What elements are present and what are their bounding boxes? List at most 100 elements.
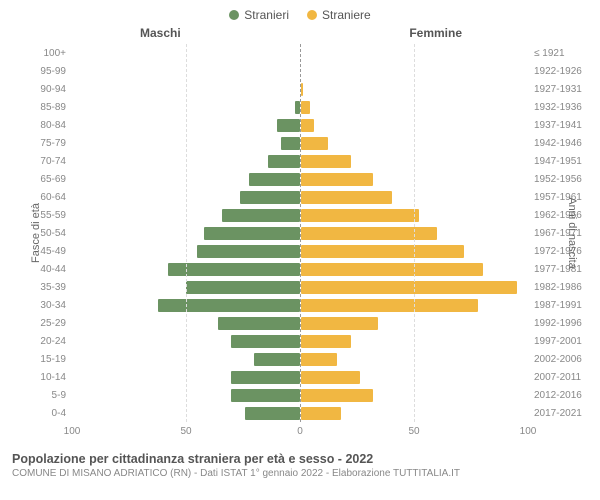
- age-label: 30-34: [10, 300, 66, 311]
- bar-male: [281, 137, 299, 150]
- age-label: 90-94: [10, 84, 66, 95]
- age-label: 25-29: [10, 318, 66, 329]
- bar-female: [301, 173, 374, 186]
- birth-label: 1982-1986: [534, 282, 590, 293]
- age-label: 35-39: [10, 282, 66, 293]
- birth-label: 1927-1931: [534, 84, 590, 95]
- header-males: Maschi: [140, 26, 181, 40]
- birth-label: 1967-1971: [534, 228, 590, 239]
- header-females: Femmine: [409, 26, 462, 40]
- chart: Maschi Femmine Fasce di età Anni di nasc…: [0, 26, 600, 446]
- age-label: 10-14: [10, 372, 66, 383]
- bar-female: [301, 317, 378, 330]
- legend-female-label: Straniere: [322, 8, 371, 22]
- gridline: [414, 44, 415, 422]
- bar-male: [277, 119, 300, 132]
- x-tick: 50: [408, 426, 419, 437]
- birth-label: 1932-1936: [534, 102, 590, 113]
- age-label: 20-24: [10, 336, 66, 347]
- legend-dot-male: [229, 10, 239, 20]
- bar-male: [249, 173, 299, 186]
- birth-label: 1997-2001: [534, 336, 590, 347]
- bar-female: [301, 245, 465, 258]
- birth-label: 2007-2011: [534, 372, 590, 383]
- age-label: 0-4: [10, 408, 66, 419]
- bar-female: [301, 209, 419, 222]
- birth-label: 1952-1956: [534, 174, 590, 185]
- x-tick: 100: [520, 426, 537, 437]
- bar-male: [197, 245, 299, 258]
- age-label: 60-64: [10, 192, 66, 203]
- age-label: 5-9: [10, 390, 66, 401]
- bar-male: [254, 353, 300, 366]
- bar-female: [301, 299, 478, 312]
- bars-container: [72, 44, 528, 422]
- y-axis-right-label: Anni di nascita: [566, 197, 578, 269]
- age-label: 85-89: [10, 102, 66, 113]
- birth-label: 2017-2021: [534, 408, 590, 419]
- birth-label: 2002-2006: [534, 354, 590, 365]
- bar-male: [218, 317, 300, 330]
- x-axis: 10050050100: [72, 422, 528, 440]
- age-label: 15-19: [10, 354, 66, 365]
- x-tick: 50: [180, 426, 191, 437]
- age-label: 70-74: [10, 156, 66, 167]
- age-label: 75-79: [10, 138, 66, 149]
- birth-label: 1962-1966: [534, 210, 590, 221]
- gridline: [186, 44, 187, 422]
- bar-male: [231, 371, 299, 384]
- bar-male: [222, 209, 299, 222]
- bar-male: [231, 335, 299, 348]
- bar-female: [301, 83, 303, 96]
- age-label: 80-84: [10, 120, 66, 131]
- age-label: 65-69: [10, 174, 66, 185]
- bar-female: [301, 389, 374, 402]
- age-label: 100+: [10, 48, 66, 59]
- bar-female: [301, 335, 351, 348]
- bar-male: [268, 155, 300, 168]
- bar-male: [245, 407, 300, 420]
- legend-female: Straniere: [307, 8, 371, 22]
- bar-female: [301, 119, 315, 132]
- birth-label: 1937-1941: [534, 120, 590, 131]
- x-tick: 100: [64, 426, 81, 437]
- bar-male: [168, 263, 300, 276]
- bar-female: [301, 227, 438, 240]
- legend-dot-female: [307, 10, 317, 20]
- chart-area: Fasce di età Anni di nascita 100+ 95-99 90…: [10, 44, 590, 422]
- bar-male: [231, 389, 299, 402]
- age-label: 95-99: [10, 66, 66, 77]
- birth-label: 1957-1961: [534, 192, 590, 203]
- birth-label: 1947-1951: [534, 156, 590, 167]
- bar-male: [240, 191, 299, 204]
- bar-female: [301, 155, 351, 168]
- legend-male: Stranieri: [229, 8, 289, 22]
- birth-label: 1977-1981: [534, 264, 590, 275]
- bar-female: [301, 101, 310, 114]
- bar-female: [301, 191, 392, 204]
- bar-male: [158, 299, 299, 312]
- column-headers: Maschi Femmine: [10, 26, 590, 44]
- birth-label: ≤ 1921: [534, 48, 590, 59]
- bar-female: [301, 371, 360, 384]
- birth-label: 1992-1996: [534, 318, 590, 329]
- bar-female: [301, 137, 328, 150]
- chart-title: Popolazione per cittadinanza straniera p…: [12, 452, 588, 466]
- bar-female: [301, 407, 342, 420]
- birth-label: 1942-1946: [534, 138, 590, 149]
- birth-label: 1922-1926: [534, 66, 590, 77]
- legend: Stranieri Straniere: [0, 0, 600, 26]
- y-axis-left-label: Fasce di età: [30, 203, 42, 263]
- legend-male-label: Stranieri: [244, 8, 289, 22]
- birth-year-labels: ≤ 1921 1922-1926 1927-1931 1932-1936 1937-19…: [528, 44, 590, 422]
- bar-female: [301, 281, 517, 294]
- birth-label: 1987-1991: [534, 300, 590, 311]
- bar-female: [301, 353, 337, 366]
- bar-female: [301, 263, 483, 276]
- bar-male: [295, 101, 300, 114]
- bar-male: [186, 281, 300, 294]
- footer: Popolazione per cittadinanza straniera p…: [0, 446, 600, 479]
- birth-label: 2012-2016: [534, 390, 590, 401]
- chart-subtitle: COMUNE DI MISANO ADRIATICO (RN) - Dati I…: [12, 468, 588, 479]
- x-tick: 0: [297, 426, 303, 437]
